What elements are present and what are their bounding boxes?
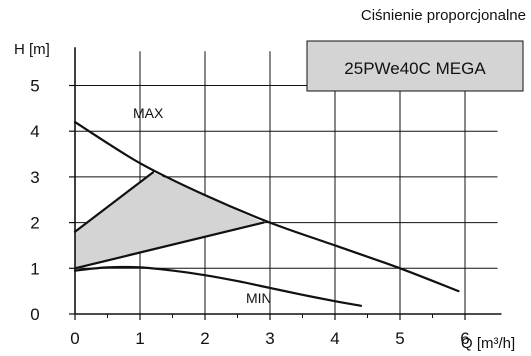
max-curve	[73, 120, 460, 293]
y-tick-label: 3	[30, 168, 39, 187]
prop_lower-curve	[73, 221, 265, 270]
y-tick-label: 2	[30, 214, 39, 233]
y-tick-label: 1	[30, 259, 39, 278]
y-axis-label: H [m]	[14, 41, 50, 58]
x-tick-label: 6	[460, 329, 469, 348]
x-tick-label: 2	[200, 329, 209, 348]
x-tick-label: 4	[330, 329, 339, 348]
curves	[73, 120, 460, 307]
x-tick-label: 5	[395, 329, 404, 348]
min-curve	[73, 265, 363, 307]
y-tick-label: 5	[30, 77, 39, 96]
y-tick-label: 0	[30, 305, 39, 324]
y-tick-label: 4	[30, 122, 39, 141]
model-label: 25PWe40C MEGA	[344, 59, 486, 78]
axes: 0 1 2 3 4 5 6 0 1 2 3 4 5	[30, 47, 502, 348]
prop_upper-curve	[73, 171, 155, 233]
max-curve-label: MAX	[133, 105, 164, 121]
min-curve-label: MIN	[246, 290, 272, 306]
x-axis-label: Q [m³/h]	[461, 335, 515, 352]
x-tick-label: 0	[70, 329, 79, 348]
chart-subtitle: Ciśnienie proporcjonalne	[361, 7, 526, 24]
x-tick-label: 3	[265, 329, 274, 348]
x-tick-label: 1	[135, 329, 144, 348]
model-label-box	[306, 40, 524, 92]
proportional-pressure-region	[75, 172, 264, 269]
